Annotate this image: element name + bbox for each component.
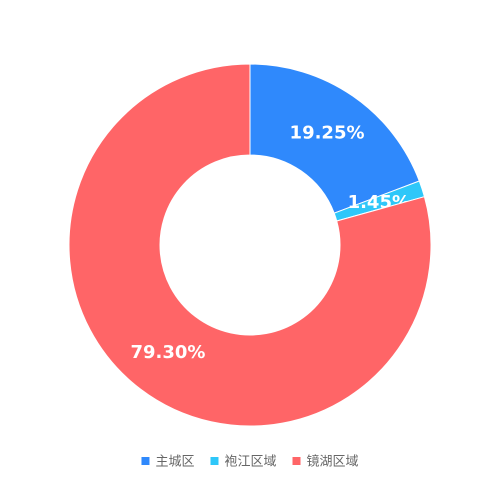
legend-swatch: [210, 457, 219, 465]
legend: 主城区 袍江区域 镜湖区域: [141, 455, 359, 470]
legend-label: 主城区: [155, 455, 194, 470]
legend-label: 袍江区域: [224, 455, 276, 470]
value-label: 19.25%: [290, 123, 365, 144]
legend-label: 镜湖区域: [307, 455, 359, 470]
legend-swatch: [292, 457, 301, 465]
legend-swatch: [141, 457, 150, 465]
value-label: 79.30%: [130, 342, 205, 363]
slice: [249, 63, 420, 214]
slice: [68, 63, 432, 427]
